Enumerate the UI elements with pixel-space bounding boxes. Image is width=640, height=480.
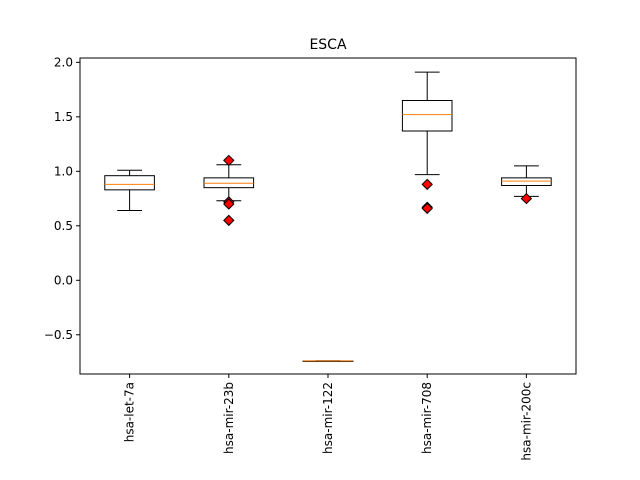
x-axis: hsa-let-7a hsa-mir-23b hsa-mir-122 hsa-mir-… <box>123 374 533 461</box>
x-tick-label: hsa-mir-23b <box>222 382 236 454</box>
box-body <box>501 177 552 186</box>
outlier-point <box>223 214 235 227</box>
x-tick-label: hsa-let-7a <box>123 382 137 442</box>
outlier-point <box>421 178 433 191</box>
x-tick-label: hsa-mir-122 <box>321 382 335 454</box>
box-hsa-mir-200c <box>501 165 552 205</box>
box-body <box>104 175 155 191</box>
y-tick-label: 0.5 <box>54 219 73 233</box>
outlier-point <box>223 198 235 210</box>
box-hsa-mir-708 <box>401 71 453 215</box>
outlier-point <box>223 154 235 167</box>
y-tick-label: 2.0 <box>54 55 73 69</box>
y-axis: −0.5 0.0 0.5 1.0 1.5 2.0 <box>44 55 80 342</box>
y-tick-label: −0.5 <box>44 328 73 342</box>
x-tick-label: hsa-mir-708 <box>420 382 434 454</box>
chart-title: ESCA <box>309 37 347 53</box>
outlier-point <box>520 192 533 205</box>
y-tick-label: 0.0 <box>54 273 73 287</box>
axes-frame <box>79 57 577 375</box>
box-body <box>401 99 453 132</box>
plot-area <box>104 71 552 362</box>
y-tick-label: 1.5 <box>54 110 73 124</box>
box-hsa-mir-23b <box>203 154 255 227</box>
x-tick-label: hsa-mir-200c <box>519 382 533 461</box>
box-hsa-let-7a <box>104 169 155 212</box>
y-tick-label: 1.0 <box>54 164 73 178</box>
box-body <box>203 177 255 189</box>
box-hsa-mir-122 <box>302 360 354 362</box>
outlier-point <box>421 202 433 215</box>
